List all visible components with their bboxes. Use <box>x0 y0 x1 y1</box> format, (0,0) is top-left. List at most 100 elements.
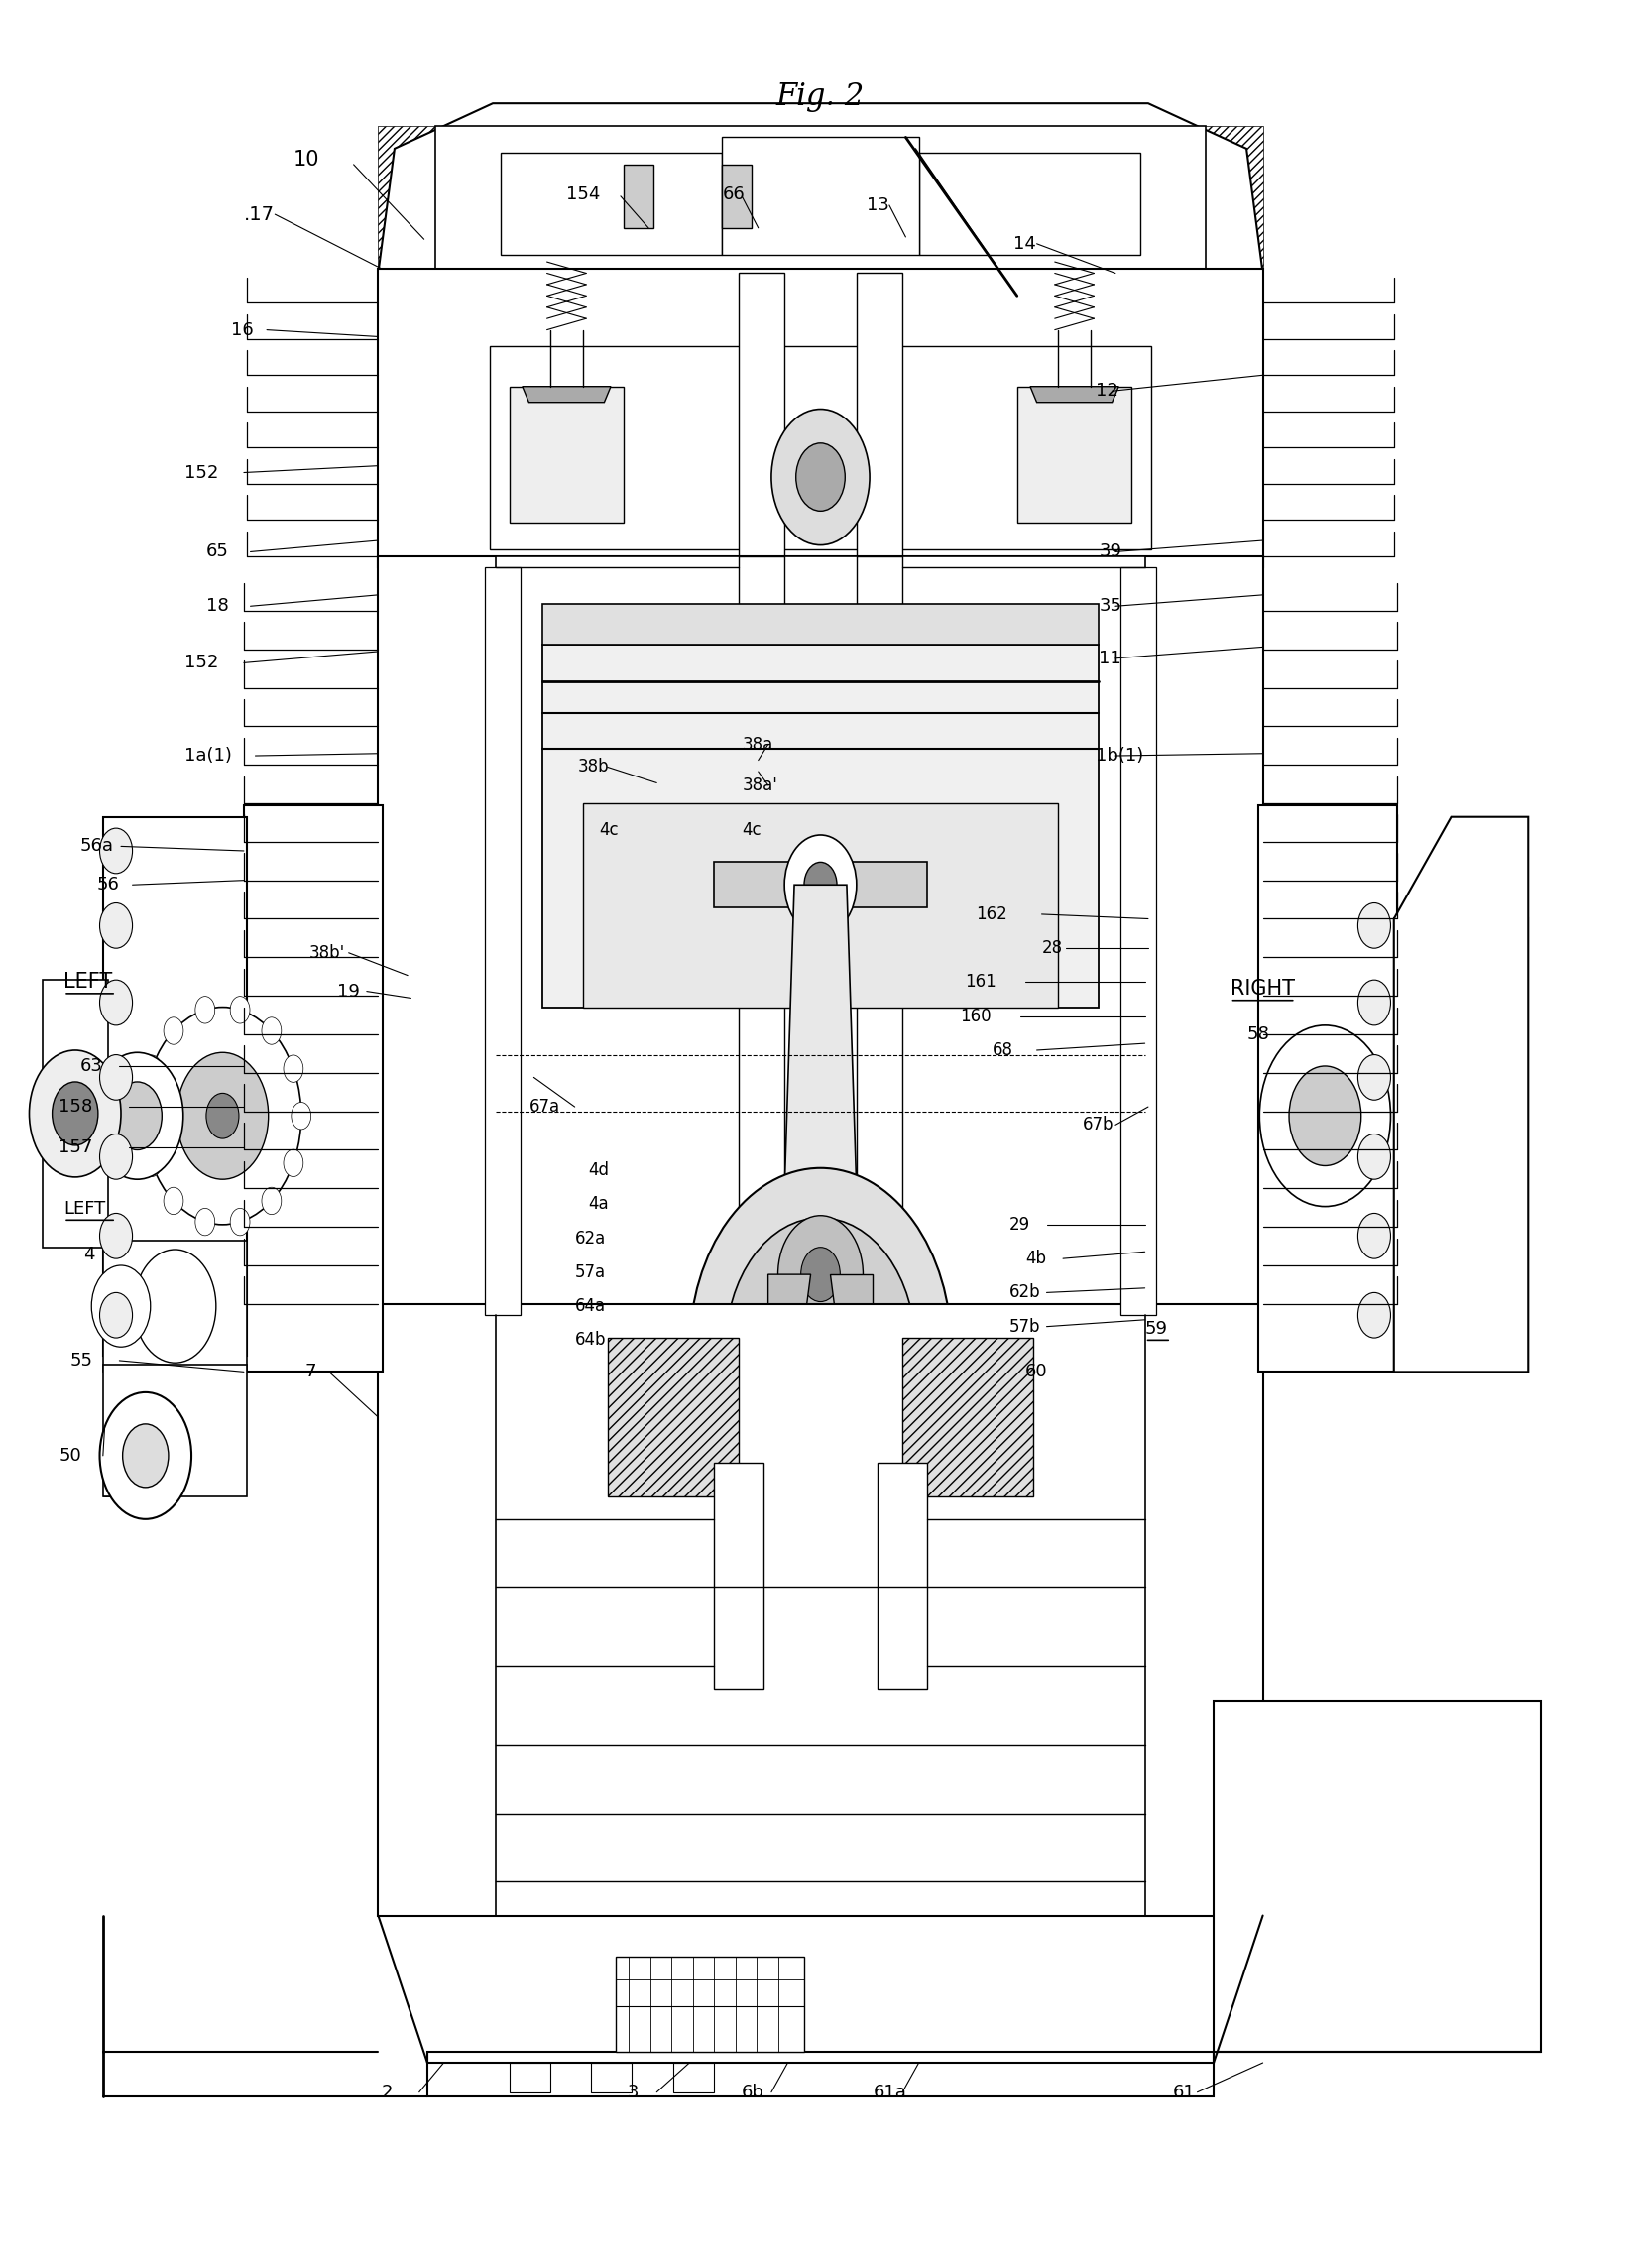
Circle shape <box>796 442 845 510</box>
Polygon shape <box>830 1275 873 1349</box>
Bar <box>1218 1706 1538 2048</box>
Polygon shape <box>1031 386 1119 401</box>
Circle shape <box>1290 1066 1360 1166</box>
Circle shape <box>30 1050 121 1177</box>
Bar <box>714 862 927 907</box>
Circle shape <box>778 1216 863 1334</box>
Circle shape <box>284 1055 304 1082</box>
Text: 4d: 4d <box>587 1161 609 1179</box>
Circle shape <box>771 408 870 544</box>
Text: 38a': 38a' <box>742 776 778 794</box>
Bar <box>857 272 903 562</box>
Text: 157: 157 <box>59 1139 94 1157</box>
Text: 161: 161 <box>965 973 996 991</box>
Text: 61: 61 <box>1173 2084 1195 2100</box>
Polygon shape <box>522 386 610 401</box>
Bar <box>607 1338 738 1497</box>
Bar <box>1259 805 1396 1372</box>
Text: 7: 7 <box>305 1363 315 1381</box>
Circle shape <box>784 835 857 934</box>
Circle shape <box>768 1277 873 1422</box>
Circle shape <box>1357 1134 1390 1179</box>
Circle shape <box>689 1168 952 1531</box>
Text: 29: 29 <box>1009 1216 1031 1234</box>
Circle shape <box>100 828 133 873</box>
Circle shape <box>292 1102 312 1129</box>
Bar <box>1344 805 1396 1372</box>
Text: 50: 50 <box>59 1447 82 1465</box>
Text: 38b: 38b <box>578 758 609 776</box>
Circle shape <box>135 1250 217 1363</box>
Text: 62a: 62a <box>574 1229 606 1247</box>
Bar <box>919 154 1140 254</box>
Bar <box>377 1304 496 1916</box>
Text: 61a: 61a <box>873 2084 906 2100</box>
Text: 2: 2 <box>381 2084 392 2100</box>
Bar <box>722 138 919 254</box>
Bar <box>245 805 297 1372</box>
Bar <box>738 272 784 562</box>
Circle shape <box>1357 1055 1390 1100</box>
Circle shape <box>261 1186 281 1213</box>
Circle shape <box>230 996 249 1023</box>
Circle shape <box>144 1007 302 1225</box>
Circle shape <box>207 1093 240 1139</box>
Bar <box>427 2053 1214 2096</box>
Text: 63: 63 <box>80 1057 103 1075</box>
Text: 56: 56 <box>97 875 120 894</box>
Bar <box>591 2064 632 2091</box>
Circle shape <box>164 1186 184 1213</box>
Text: 10: 10 <box>294 150 320 170</box>
Bar <box>103 1365 153 1497</box>
Text: 158: 158 <box>59 1098 92 1116</box>
Text: 19: 19 <box>336 982 359 1000</box>
Bar <box>903 1338 1034 1497</box>
Circle shape <box>100 1213 133 1259</box>
Text: 28: 28 <box>1042 939 1063 957</box>
Circle shape <box>92 1266 151 1347</box>
Bar <box>377 1304 1264 1916</box>
Circle shape <box>92 1052 184 1179</box>
Bar <box>1121 567 1157 1315</box>
Bar <box>103 816 248 1356</box>
Bar <box>245 805 382 1372</box>
Text: 39: 39 <box>1099 542 1122 560</box>
Text: 6b: 6b <box>742 2084 765 2100</box>
Text: 12: 12 <box>1096 381 1119 399</box>
Text: 14: 14 <box>1014 236 1037 252</box>
Bar <box>377 556 496 1315</box>
Text: 4: 4 <box>84 1245 95 1263</box>
Bar <box>377 268 1264 567</box>
Text: LEFT: LEFT <box>64 973 113 991</box>
Text: 64a: 64a <box>574 1297 606 1315</box>
Bar <box>1214 1701 1541 2053</box>
Text: 154: 154 <box>566 186 601 202</box>
Circle shape <box>164 1018 184 1046</box>
Text: 66: 66 <box>722 186 745 202</box>
Text: 60: 60 <box>1026 1363 1047 1381</box>
Circle shape <box>135 1102 154 1129</box>
Polygon shape <box>377 104 1264 272</box>
Circle shape <box>100 1393 192 1520</box>
Text: 18: 18 <box>207 596 228 615</box>
Circle shape <box>195 1209 215 1236</box>
Text: 38a: 38a <box>742 735 773 753</box>
Circle shape <box>284 1150 304 1177</box>
Bar <box>615 1957 804 2053</box>
Circle shape <box>195 996 215 1023</box>
Text: 56a: 56a <box>80 837 113 855</box>
Text: 67b: 67b <box>1083 1116 1114 1134</box>
Text: 55: 55 <box>71 1352 94 1370</box>
Circle shape <box>123 1424 169 1488</box>
Text: 4a: 4a <box>587 1195 609 1213</box>
Bar <box>738 556 784 1315</box>
Text: RIGHT: RIGHT <box>1231 980 1295 998</box>
Bar <box>583 803 1058 1007</box>
Circle shape <box>1357 1213 1390 1259</box>
Bar <box>1152 268 1264 567</box>
Bar <box>542 644 1099 1007</box>
Text: 3: 3 <box>627 2084 638 2100</box>
Text: 65: 65 <box>207 542 228 560</box>
Text: 16: 16 <box>231 320 253 338</box>
Bar <box>377 556 1264 1315</box>
